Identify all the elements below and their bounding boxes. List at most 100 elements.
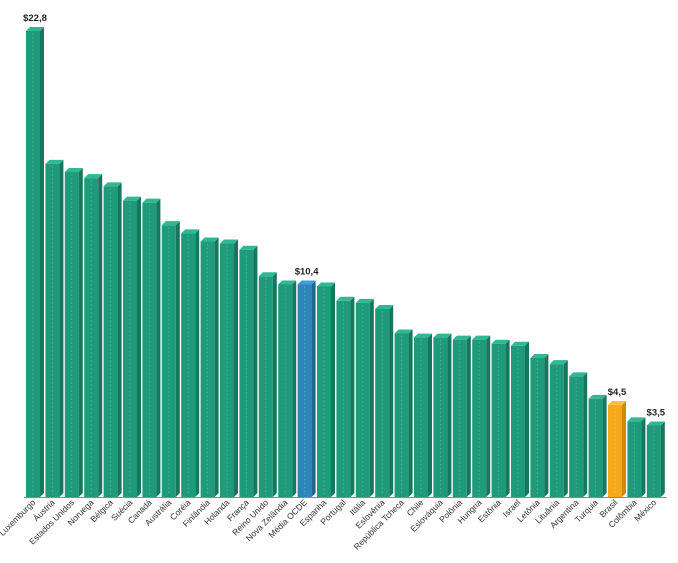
bar-front <box>200 241 215 497</box>
bar <box>45 159 64 497</box>
bar <box>317 282 335 497</box>
bar-side <box>583 372 588 497</box>
bar-side <box>98 174 103 497</box>
bar <box>258 272 277 497</box>
bar <box>123 196 141 497</box>
bar-top <box>511 341 529 346</box>
bar-side <box>428 333 432 497</box>
bar-top <box>491 339 510 344</box>
data-labels-group: $22,8 $10,4 $4,5 $3,5 <box>23 13 666 418</box>
bar-top <box>161 221 180 226</box>
bar-front <box>588 398 603 497</box>
bar <box>161 221 180 497</box>
bar <box>26 27 44 497</box>
bar <box>103 182 122 498</box>
bar-front <box>491 343 506 497</box>
bar <box>491 339 510 497</box>
bar-top <box>220 239 238 244</box>
bar-side <box>369 298 374 497</box>
bar-front <box>394 333 409 497</box>
bar-side <box>525 341 529 497</box>
bar-side <box>195 229 200 497</box>
bar-side <box>660 421 665 497</box>
data-label: $3,5 <box>647 407 666 418</box>
bar-top <box>297 280 316 285</box>
bar-side <box>175 221 180 497</box>
bar-front <box>161 225 176 497</box>
bar-front <box>608 405 622 497</box>
bar-side <box>447 333 452 497</box>
data-label: $22,8 <box>23 13 47 24</box>
bar-top <box>200 237 219 242</box>
bar <box>297 280 316 497</box>
bar-front <box>472 339 487 497</box>
bar <box>472 335 491 497</box>
bar-side <box>253 245 258 497</box>
bar-top <box>103 182 122 187</box>
bar-front <box>258 276 273 497</box>
bar-front <box>355 302 370 497</box>
bar <box>84 174 103 497</box>
bar-front <box>239 249 254 497</box>
bar <box>278 280 297 497</box>
bar <box>549 360 568 497</box>
bar-front <box>317 286 331 497</box>
bar <box>627 417 646 497</box>
bar-top <box>336 296 355 301</box>
bar-side <box>486 335 491 497</box>
bar-top <box>608 401 626 406</box>
bar-front <box>452 339 467 497</box>
bar <box>511 341 529 497</box>
bar-top <box>239 245 258 250</box>
bar <box>336 296 355 497</box>
bar-top <box>433 333 452 338</box>
bar-front <box>123 200 137 497</box>
bar-side <box>137 196 141 497</box>
bar-top <box>45 159 64 164</box>
bar <box>394 329 413 497</box>
bar-front <box>569 376 584 497</box>
bar-top <box>530 354 549 359</box>
bar <box>181 229 200 497</box>
bar <box>239 245 258 497</box>
bar-side <box>622 401 626 497</box>
bar <box>646 421 665 497</box>
bar-front <box>530 358 545 497</box>
bar-front <box>375 308 390 497</box>
bar-front <box>45 163 60 497</box>
bar-front <box>84 178 99 497</box>
bar-top <box>278 280 297 285</box>
bar-side <box>214 237 219 497</box>
bar-top <box>569 372 588 377</box>
bar <box>200 237 219 497</box>
bar-front <box>103 186 118 498</box>
bar <box>530 354 549 497</box>
bar-front <box>181 233 196 497</box>
bar-top <box>26 27 44 31</box>
bar <box>433 333 452 497</box>
bar-side <box>331 282 335 497</box>
bar-front <box>511 345 525 497</box>
bar-top <box>181 229 200 234</box>
bar-top <box>142 198 161 203</box>
data-label: $10,4 <box>295 266 319 277</box>
bar-side <box>350 296 355 497</box>
bar-front <box>336 300 351 497</box>
bar-top <box>355 298 374 303</box>
bar-side <box>466 335 471 497</box>
bar <box>569 372 588 497</box>
data-label: $4,5 <box>608 387 627 398</box>
bar-top <box>394 329 413 334</box>
bar-top <box>84 174 103 179</box>
bar-top <box>627 417 646 422</box>
bar <box>414 333 432 497</box>
bar <box>220 239 238 497</box>
bar <box>375 304 394 497</box>
bar-front <box>549 364 564 497</box>
bar-top <box>588 394 607 399</box>
bar-top <box>258 272 277 277</box>
bar-side <box>641 417 646 497</box>
bar-side <box>272 272 277 497</box>
